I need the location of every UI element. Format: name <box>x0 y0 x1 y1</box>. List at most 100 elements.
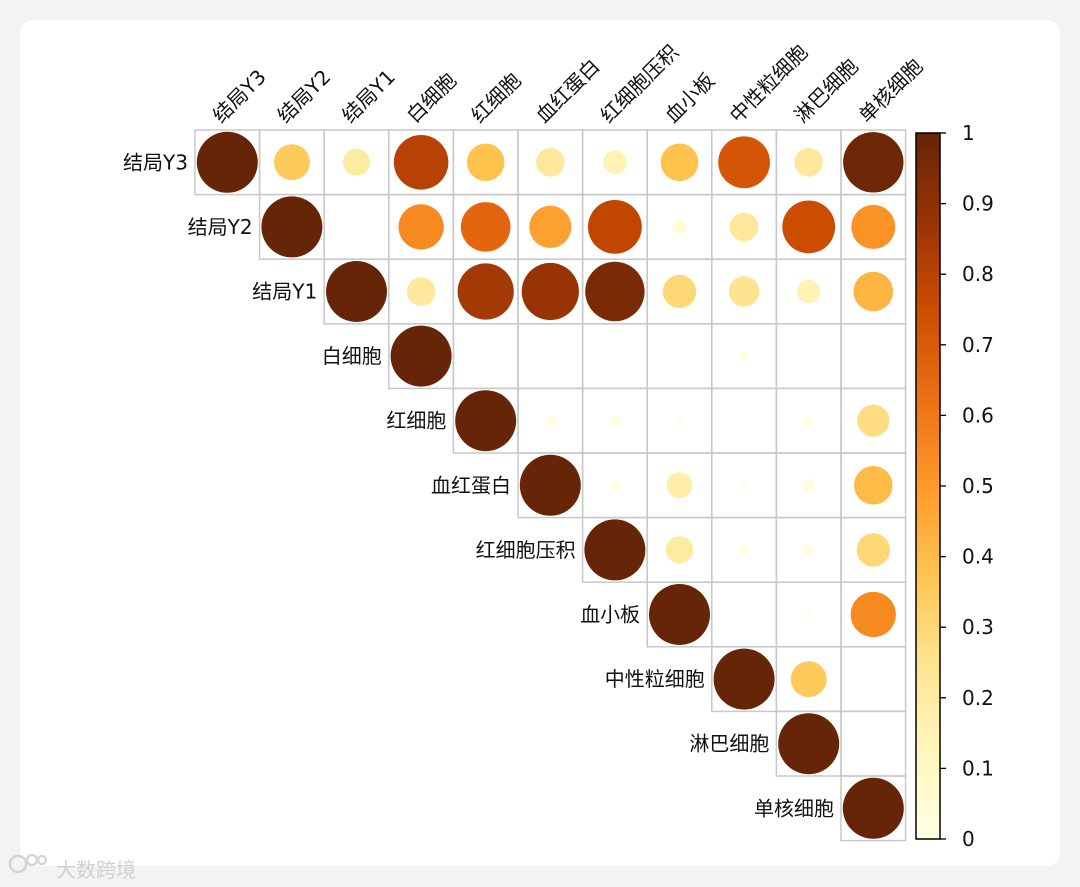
corr-circle-2-3 <box>406 277 436 306</box>
corr-circle-0-8 <box>718 136 770 189</box>
watermark: 大数跨境 <box>8 850 148 882</box>
corr-circle-1-5 <box>529 205 572 248</box>
corr-circle-9-9 <box>778 713 840 775</box>
row-label: 单核细胞 <box>754 796 834 820</box>
corr-circle-6-9 <box>803 544 814 556</box>
corr-circle-1-7 <box>672 220 687 234</box>
corr-circle-2-9 <box>796 279 821 304</box>
grid-cell <box>840 646 907 713</box>
corr-circle-5-10 <box>854 466 893 505</box>
column-label: 白细胞 <box>402 68 461 127</box>
colorbar-tick-label: 0.4 <box>962 545 994 569</box>
row-label: 红细胞压积 <box>476 538 576 562</box>
corr-circle-8-8 <box>713 648 775 710</box>
row-label: 结局Y3 <box>123 150 188 174</box>
corr-circle-0-7 <box>660 143 699 182</box>
row-label: 结局Y1 <box>252 280 317 304</box>
grid-cell <box>581 323 648 390</box>
grid-cell <box>452 323 519 390</box>
corr-circle-4-5 <box>545 415 556 427</box>
corr-circle-6-7 <box>665 536 694 564</box>
colorbar: 0 0.1 0.2 0.3 0.4 0.5 0.6 0.7 0.8 0.9 1 <box>915 121 994 851</box>
row-label: 血红蛋白 <box>431 473 511 497</box>
corr-circle-5-7 <box>666 472 693 499</box>
corr-circle-1-1 <box>261 196 323 258</box>
watermark-logo-icon <box>8 853 48 874</box>
corr-circle-1-10 <box>851 204 896 249</box>
chart-card: 结局Y3 结局Y2 结局Y1 白细胞 红细胞 血红蛋白 红细胞压积 血小板 中性粒细胞 淋巴细胞单… <box>20 20 1060 866</box>
corr-circle-6-8 <box>739 545 749 555</box>
corr-circle-8-9 <box>790 661 827 698</box>
column-label: 血红蛋白 <box>531 54 605 128</box>
corr-circle-0-9 <box>794 148 823 177</box>
colorbar-gradient <box>915 132 941 840</box>
corr-circle-1-8 <box>729 212 759 242</box>
corr-circle-4-7 <box>676 417 683 424</box>
corr-circle-0-6 <box>603 150 627 175</box>
column-label: 结局Y3 <box>208 65 271 128</box>
corr-circle-0-3 <box>393 135 449 190</box>
row-label: 中性粒细胞 <box>605 667 705 691</box>
colorbar-tick-label: 0.2 <box>962 686 994 710</box>
corr-circle-7-9 <box>805 611 812 618</box>
row-label: 红细胞 <box>386 409 446 433</box>
grid-cell <box>323 193 390 260</box>
corr-circle-3-8 <box>739 351 749 361</box>
circle-layer <box>196 131 904 839</box>
corr-circle-10-10 <box>842 777 904 839</box>
corr-circle-2-6 <box>585 261 645 322</box>
colorbar-tick-label: 0.5 <box>962 474 994 498</box>
corr-circle-5-8 <box>741 482 748 489</box>
grid-cell <box>775 323 842 390</box>
corr-circle-0-4 <box>466 143 505 182</box>
corr-circle-2-5 <box>521 262 579 321</box>
corr-circle-0-2 <box>342 148 371 176</box>
corr-circle-1-6 <box>588 200 642 254</box>
grid-cell <box>711 387 778 454</box>
column-label: 结局Y1 <box>337 65 400 128</box>
corr-circle-2-4 <box>457 263 514 320</box>
corr-circle-4-6 <box>609 415 621 427</box>
grid-cell <box>840 323 907 390</box>
corr-circle-4-4 <box>455 390 517 452</box>
corr-circle-3-3 <box>390 325 452 387</box>
colorbar-tick-label: 0.1 <box>962 756 994 780</box>
corr-circle-0-5 <box>536 148 565 177</box>
correlation-plot: 结局Y3结局Y2结局Y1白细胞红细胞血红蛋白红细胞压积血小板中性粒细胞淋巴细胞单… <box>123 40 994 851</box>
corr-circle-2-2 <box>326 261 387 322</box>
corr-circle-4-9 <box>804 416 813 426</box>
corr-circle-5-5 <box>519 454 581 516</box>
colorbar-tick-label: 0.6 <box>962 403 994 427</box>
corr-circle-2-8 <box>728 276 760 307</box>
corr-circle-5-6 <box>610 481 620 490</box>
colorbar-tick-label: 1 <box>962 121 975 145</box>
colorbar-tick-label: 0 <box>962 827 975 851</box>
corr-circle-1-3 <box>398 204 444 250</box>
corr-circle-2-10 <box>853 271 894 312</box>
grid-cell <box>840 710 907 777</box>
row-label: 结局Y2 <box>188 215 253 239</box>
column-label: 红细胞 <box>466 68 525 127</box>
column-label: 结局Y2 <box>272 65 335 128</box>
grid-layer <box>194 129 907 842</box>
corr-circle-6-6 <box>584 519 646 581</box>
grid-cell <box>517 323 584 390</box>
row-label: 白细胞 <box>322 344 382 368</box>
corr-circle-0-0 <box>196 131 258 193</box>
corr-circle-0-10 <box>843 132 904 193</box>
row-label: 血小板 <box>580 603 640 627</box>
corr-circle-1-9 <box>782 200 836 254</box>
corr-circle-5-9 <box>802 479 815 492</box>
colorbar-tick-label: 0.7 <box>962 333 994 357</box>
corr-circle-6-10 <box>856 533 890 567</box>
corr-circle-0-1 <box>273 144 310 181</box>
watermark-text: 大数跨境 <box>56 858 136 882</box>
grid-cell <box>840 775 907 842</box>
row-label: 淋巴细胞 <box>689 732 769 756</box>
corr-circle-4-10 <box>857 404 890 437</box>
colorbar-tick-label: 0.3 <box>962 615 994 639</box>
colorbar-tick-label: 0.8 <box>962 262 994 286</box>
corr-circle-2-7 <box>662 274 697 309</box>
column-label: 血小板 <box>660 68 719 127</box>
grid-cell <box>711 581 778 648</box>
